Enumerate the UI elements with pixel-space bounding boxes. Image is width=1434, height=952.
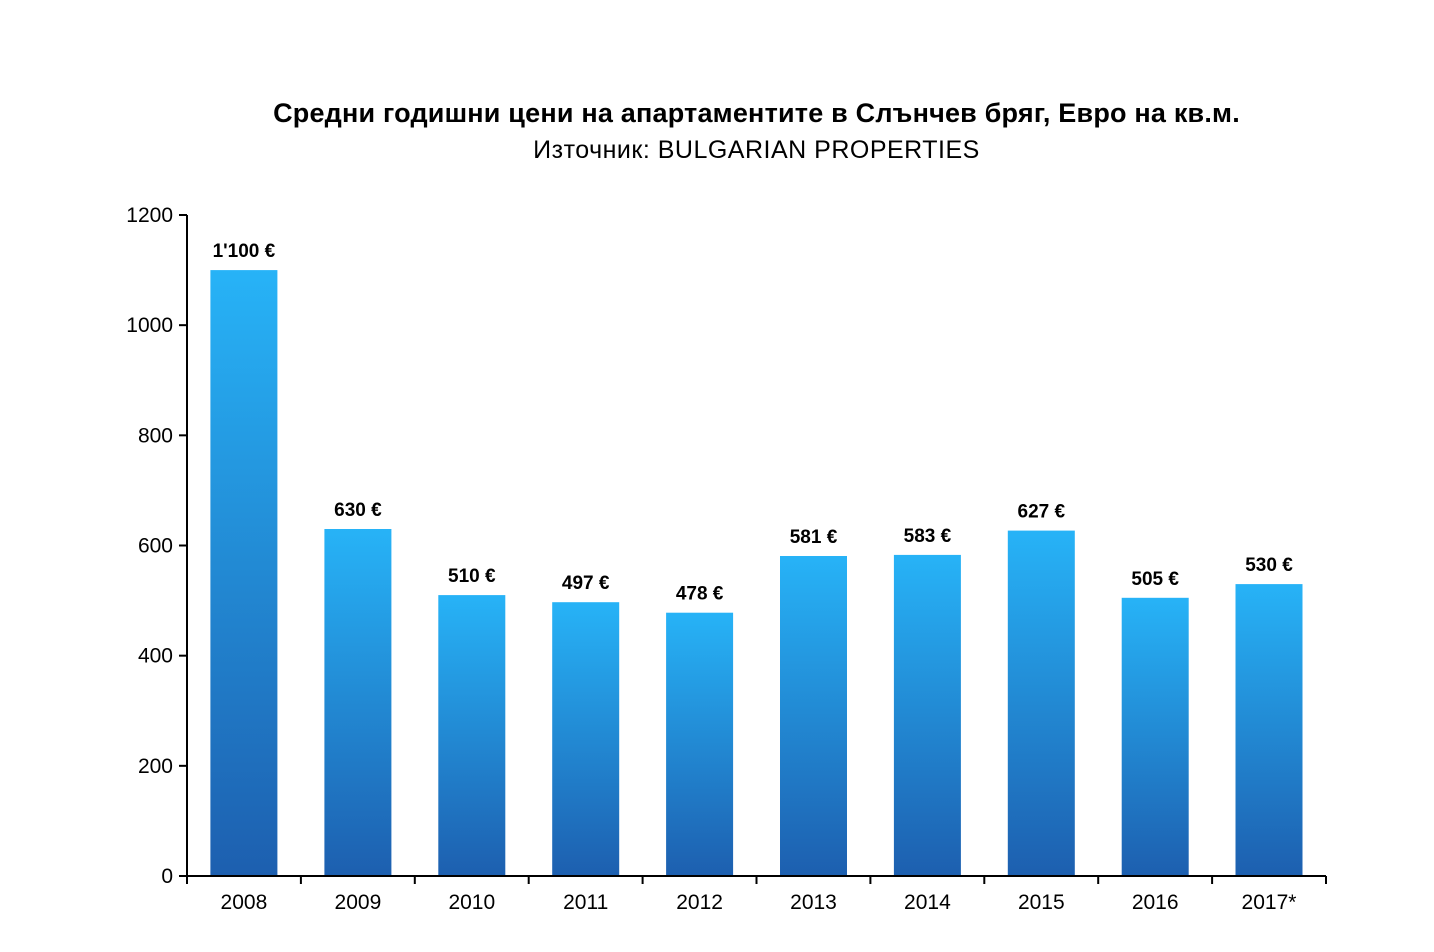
y-axis-tick-label: 1200 <box>126 204 173 227</box>
bar-value-label: 581 € <box>790 527 838 548</box>
bar-2015 <box>1007 530 1075 876</box>
chart-title: Средни годишни цени на апартаментите в С… <box>273 98 1240 128</box>
y-axis-tick-label: 1000 <box>126 314 173 337</box>
bar-value-label: 505 € <box>1131 569 1179 590</box>
bar-2010 <box>438 595 506 876</box>
bar-value-label: 627 € <box>1018 502 1066 523</box>
x-axis-label: 2008 <box>221 891 268 914</box>
bar-2013 <box>780 556 847 876</box>
bar-value-label: 530 € <box>1245 555 1293 576</box>
y-axis-tick-label: 0 <box>161 865 173 888</box>
bar-2008 <box>210 270 278 877</box>
bar-2009 <box>324 529 392 876</box>
bar-2014 <box>893 554 961 876</box>
bar-value-label: 510 € <box>448 566 496 587</box>
chart-subtitle: Източник: BULGARIAN PROPERTIES <box>533 136 980 164</box>
bar-value-label: 478 € <box>676 584 724 605</box>
x-axis-label: 2010 <box>448 891 495 914</box>
x-axis-label: 2016 <box>1132 891 1179 914</box>
x-axis-label: 2012 <box>676 891 723 914</box>
x-axis-label: 2013 <box>790 891 837 914</box>
bar-value-label: 583 € <box>904 526 952 547</box>
y-axis-tick-label: 400 <box>138 645 173 668</box>
x-axis-label: 2014 <box>904 891 951 914</box>
bar-2016 <box>1121 597 1189 876</box>
y-axis-tick-label: 600 <box>138 535 173 558</box>
x-axis-label: 2015 <box>1018 891 1065 914</box>
bar-2012 <box>666 612 734 876</box>
x-axis-label: 2009 <box>335 891 382 914</box>
bar-value-label: 497 € <box>562 573 610 594</box>
bar-2017* <box>1235 584 1303 876</box>
bar-2011 <box>552 602 620 876</box>
bar-value-label: 630 € <box>334 500 382 521</box>
x-axis-label: 2011 <box>563 891 608 914</box>
y-axis-tick-label: 200 <box>138 755 173 778</box>
x-axis-label: 2017* <box>1242 891 1297 914</box>
y-axis-tick-label: 800 <box>138 424 173 447</box>
bar-value-label: 1'100 € <box>213 241 276 262</box>
